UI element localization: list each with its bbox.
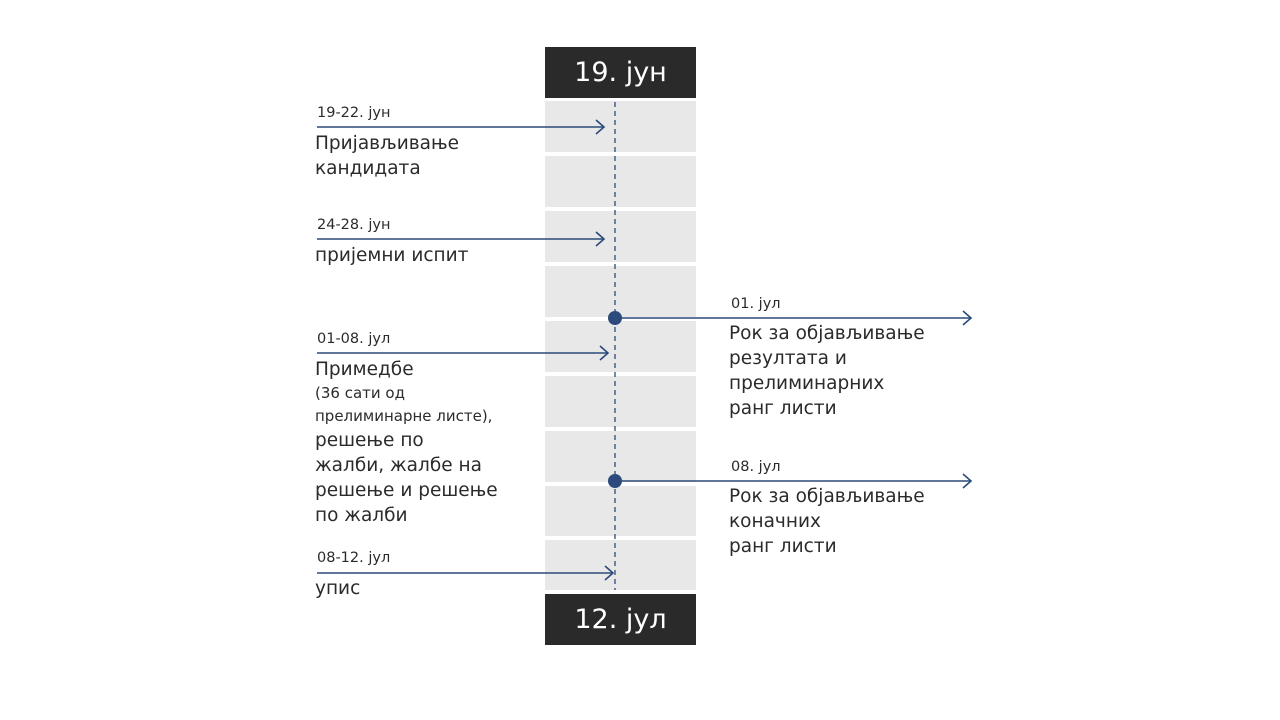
milestone-date: 01. јул bbox=[731, 296, 781, 312]
timeline-cell bbox=[545, 376, 696, 427]
event-line: Пријављивање bbox=[315, 133, 460, 154]
event-line: прелиминарне листе), bbox=[315, 407, 493, 425]
event-line: по жалби bbox=[315, 505, 408, 526]
end-date-label: 12. јул bbox=[545, 594, 696, 645]
event-description: Примедбе (36 сати од прелиминарне листе)… bbox=[315, 357, 498, 528]
event-date: 08-12. јул bbox=[317, 550, 391, 566]
event-description: упис bbox=[315, 576, 360, 601]
milestone-description: Рок за објављивање коначних ранг листи bbox=[729, 484, 925, 559]
start-date-label: 19. јун bbox=[545, 47, 696, 98]
milestone-line: коначних bbox=[729, 511, 821, 532]
timeline-cell bbox=[545, 156, 696, 207]
milestone-dot-1 bbox=[608, 311, 622, 325]
timeline-cell bbox=[545, 321, 696, 372]
milestone-dot-2 bbox=[608, 474, 622, 488]
event-date: 24-28. јун bbox=[317, 217, 391, 233]
event-line: жалби, жалбе на bbox=[315, 455, 482, 476]
event-line: Примедбе bbox=[315, 359, 414, 380]
event-line: упис bbox=[315, 578, 361, 599]
milestone-description: Рок за објављивање резултата и прелимина… bbox=[729, 321, 925, 421]
milestone-line: Рок за објављивање bbox=[729, 486, 925, 507]
timeline-cell bbox=[545, 431, 696, 482]
milestone-line: ранг листи bbox=[729, 536, 837, 557]
event-date: 19-22. јун bbox=[317, 105, 391, 121]
arrow-head-right-2 bbox=[962, 473, 973, 489]
milestone-line: ранг листи bbox=[729, 398, 837, 419]
event-description: пријемни испит bbox=[315, 243, 468, 268]
arrow-head-3 bbox=[599, 345, 610, 361]
timeline-cell bbox=[545, 486, 696, 536]
event-date: 01-08. јул bbox=[317, 331, 391, 347]
arrow-head-2 bbox=[595, 231, 606, 247]
timeline-cell bbox=[545, 211, 696, 262]
milestone-line: прелиминарних bbox=[729, 373, 885, 394]
timeline-cell bbox=[545, 540, 696, 590]
event-description: Пријављивање кандидата bbox=[315, 131, 459, 181]
arrow-head-right-1 bbox=[962, 310, 973, 326]
event-line: решење по bbox=[315, 430, 424, 451]
milestone-date: 08. јул bbox=[731, 459, 781, 475]
timeline-cell bbox=[545, 266, 696, 317]
event-line: (36 сати од bbox=[315, 384, 405, 402]
event-line: решење и решење bbox=[315, 480, 498, 501]
milestone-line: Рок за објављивање bbox=[729, 323, 925, 344]
milestone-line: резултата и bbox=[729, 348, 847, 369]
arrow-head-4 bbox=[604, 565, 615, 581]
event-line: пријемни испит bbox=[315, 245, 469, 266]
arrow-head-1 bbox=[595, 119, 606, 135]
event-line: кандидата bbox=[315, 158, 421, 179]
